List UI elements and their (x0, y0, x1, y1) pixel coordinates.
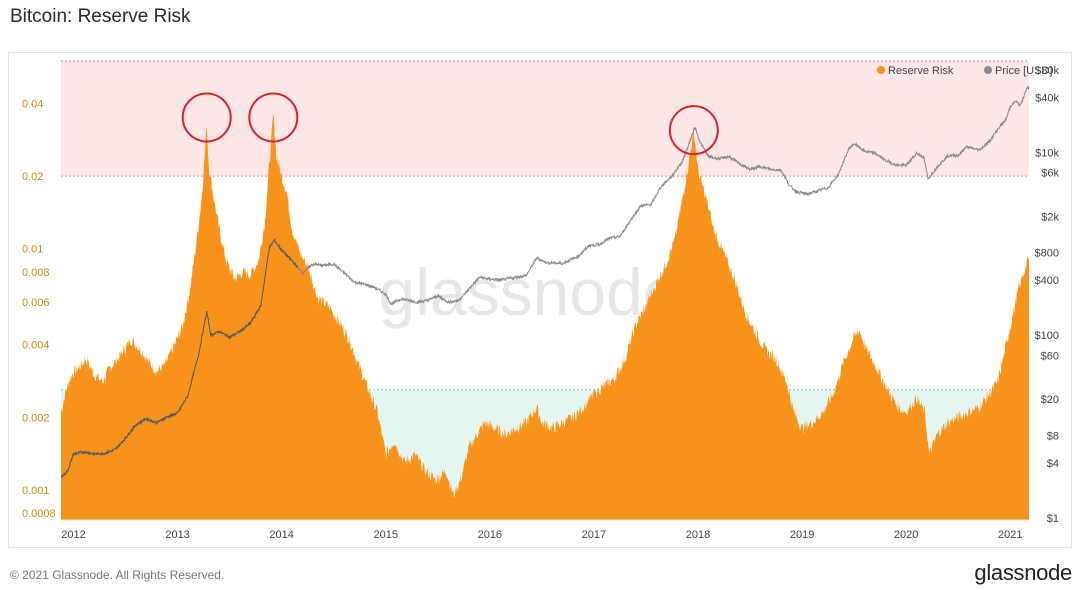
y-right-tick-label: $40k (1035, 92, 1059, 104)
watermark-text: glassnode (379, 255, 680, 329)
y-left-tick-label: 0.001 (22, 485, 50, 497)
legend-label-reserve-risk[interactable]: Reserve Risk (888, 65, 954, 77)
y-left-tick-label: 0.0008 (22, 508, 56, 520)
copyright-text: © 2021 Glassnode. All Rights Reserved. (10, 568, 225, 582)
legend-label-price[interactable]: Price [USD] (995, 65, 1052, 77)
y-left-tick-label: 0.02 (22, 171, 43, 183)
reserve-risk-chart: glassnode 0.00080.0010.0020.0040.0060.00… (22, 60, 1060, 541)
y-right-tick-label: $80k (1035, 65, 1059, 77)
chart-legend[interactable]: Reserve Risk Price [USD] (877, 65, 1052, 77)
peak-circle-3 (668, 105, 719, 156)
y-right-tick-label: $800 (1035, 248, 1059, 260)
x-tick-label: 2018 (686, 529, 710, 541)
peak-circle-2 (248, 92, 299, 143)
y-right-tick-label: $8 (1047, 430, 1059, 442)
x-tick-label: 2014 (269, 529, 293, 541)
x-tick-label: 2017 (582, 529, 606, 541)
y-left-tick-label: 0.006 (22, 297, 50, 309)
y-right-tick-label: $1 (1047, 513, 1059, 525)
y-right-tick-label: $2k (1041, 211, 1059, 223)
y-axis-left: 0.0008 0.001 0.002 0.004 0.006 0.008 0.01 0.02 0… (22, 98, 56, 520)
x-tick-label: 2015 (374, 529, 398, 541)
y-left-tick-label: 0.002 (22, 412, 50, 424)
page-title: Bitcoin: Reserve Risk (10, 6, 191, 27)
y-left-tick-label: 0.04 (22, 98, 43, 110)
price-line-overlay (60, 237, 298, 478)
y-right-tick-label: $20 (1041, 394, 1059, 406)
zone-overvalued (61, 61, 1029, 177)
x-tick-label: 2016 (478, 529, 502, 541)
price-series (60, 84, 1030, 478)
y-left-tick-label: 0.008 (22, 267, 50, 279)
x-tick-label: 2020 (894, 529, 918, 541)
legend-swatch-price (984, 66, 992, 74)
y-right-tick-label: $4 (1047, 458, 1059, 470)
y-right-tick-label: $10k (1035, 147, 1059, 159)
y-right-tick-label: $60 (1041, 350, 1059, 362)
chart-card: glassnode 0.0008 0.001 0.002 0.004 0.006 0.00… (8, 52, 1072, 548)
brand-logo: glassnode (974, 560, 1072, 585)
y-right-tick-label: $6k (1041, 168, 1059, 180)
reserve-risk-area (61, 113, 1029, 520)
reserve-risk-series (61, 113, 1029, 520)
x-tick-label: 2019 (790, 529, 814, 541)
peak-highlights (181, 92, 719, 156)
peak-circle-1 (181, 92, 232, 143)
y-left-tick-label: 0.004 (22, 340, 50, 352)
x-tick-label: 2013 (165, 529, 189, 541)
x-tick-label: 2012 (61, 529, 85, 541)
legend-swatch-reserve-risk (877, 66, 885, 74)
y-right-tick-label: $400 (1035, 275, 1059, 287)
x-axis: 2012 2013 2014 2015 2016 2017 2018 2019 2020 2021 (61, 519, 1029, 541)
y-axis-right: $1 $4 $8 $20 $60 $100 $400 $800 $2k $6k $10k $40k $8… (1035, 65, 1060, 525)
x-tick-label: 2021 (998, 529, 1022, 541)
y-left-tick-label: 0.01 (22, 244, 43, 256)
y-right-tick-label: $100 (1035, 330, 1059, 342)
